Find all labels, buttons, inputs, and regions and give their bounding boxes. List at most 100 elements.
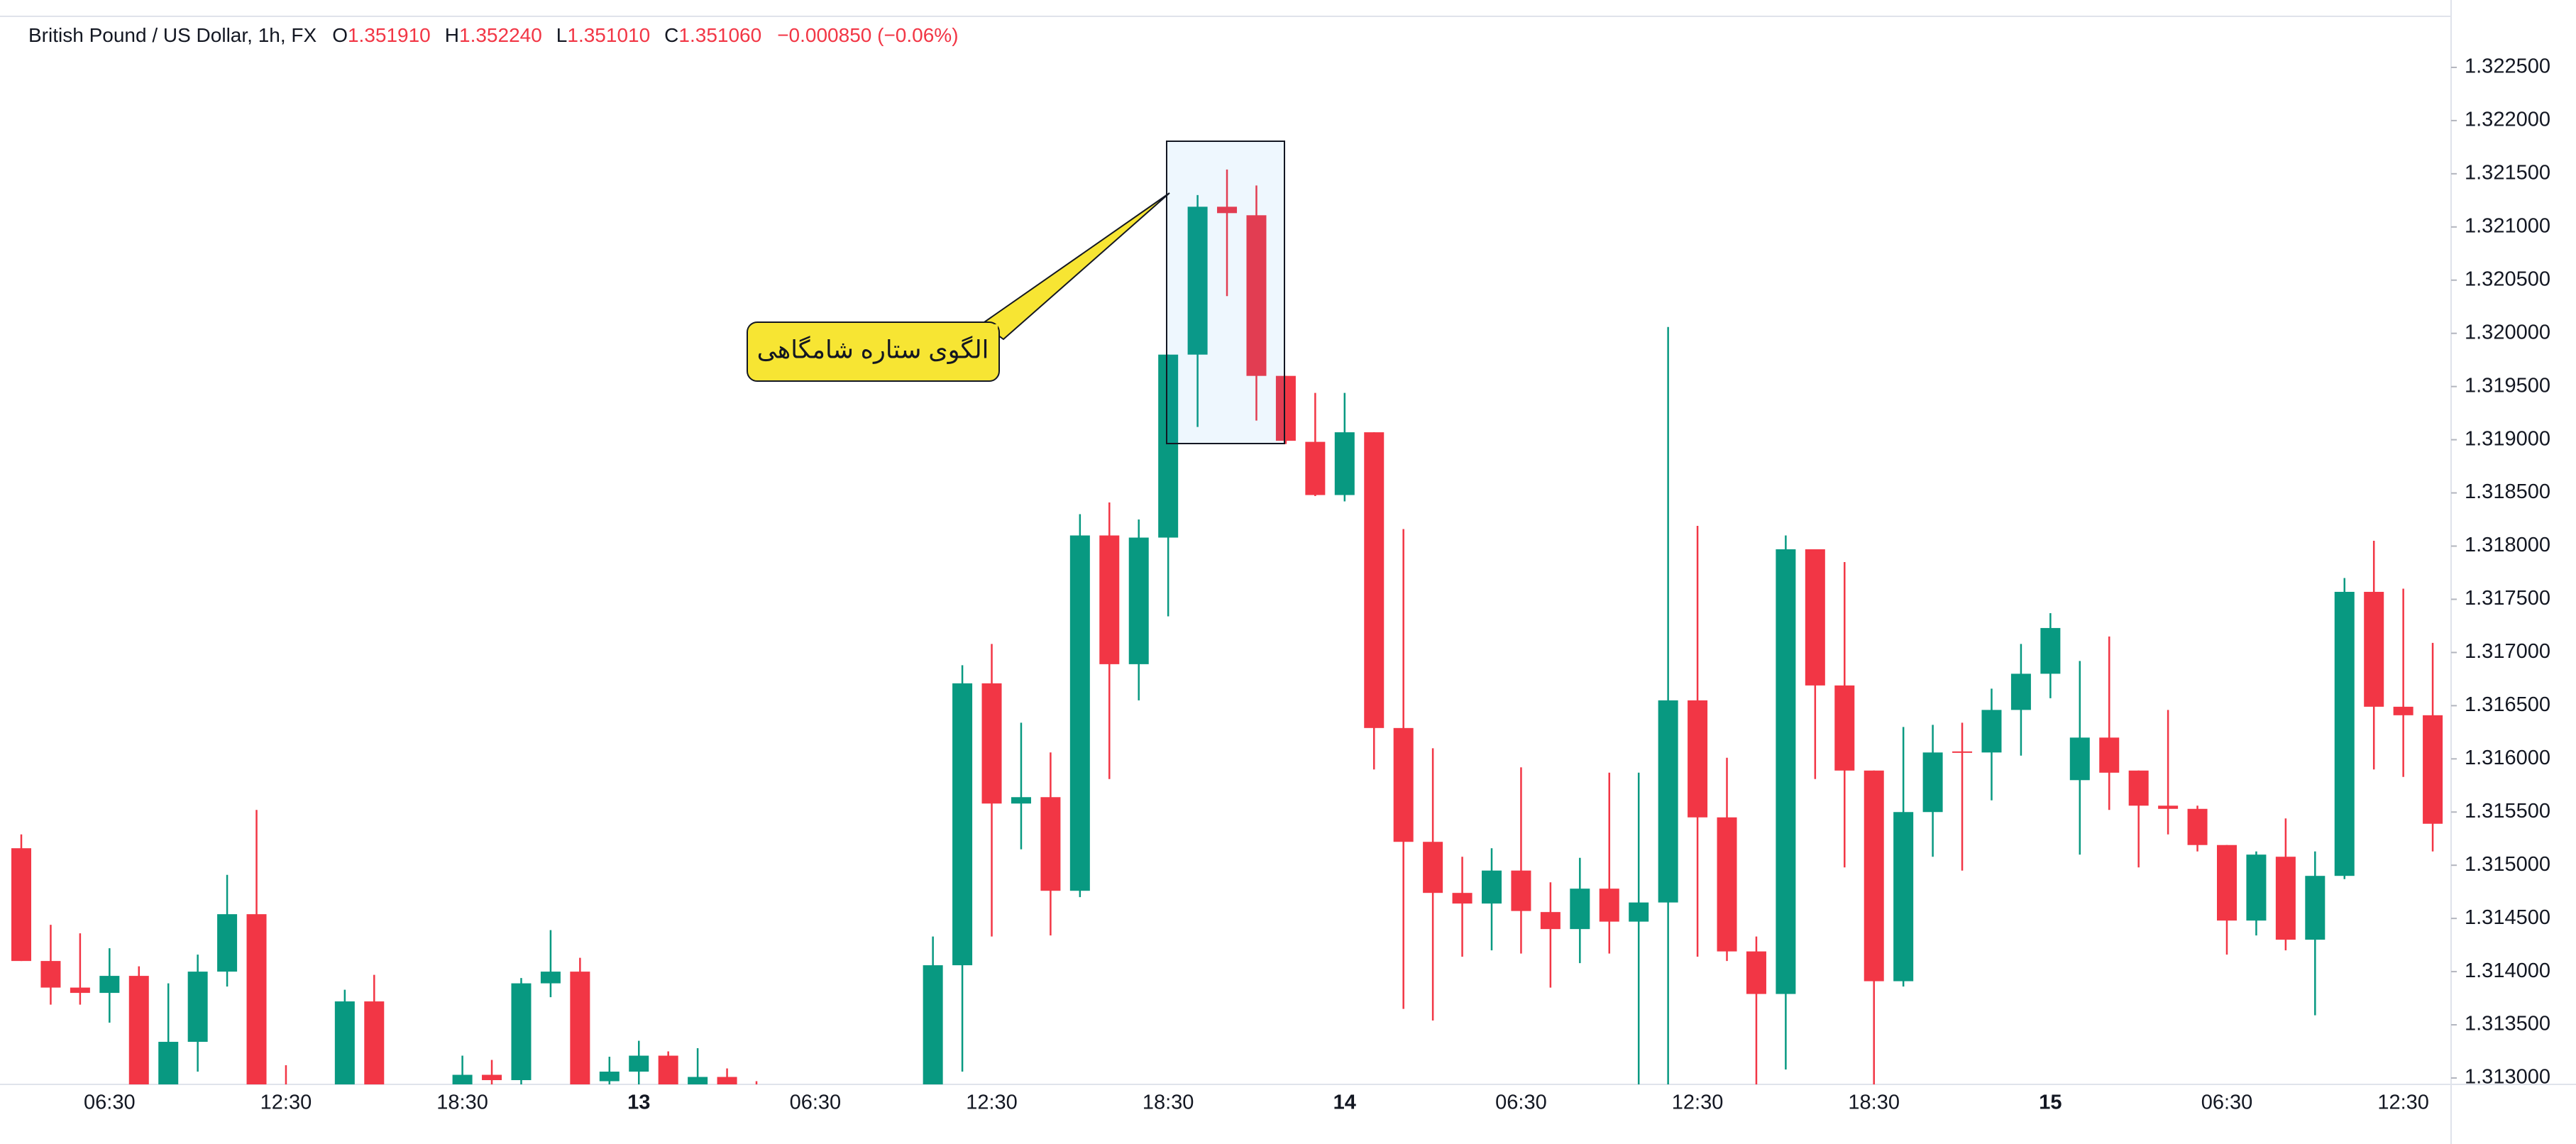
candle-body — [2069, 737, 2090, 781]
ohlc-field: H 1.352240 — [445, 24, 542, 47]
candle-body — [2305, 876, 2325, 940]
y-tick-label: 1.320000 — [2465, 321, 2550, 343]
candle-body — [1334, 432, 1355, 495]
candle-body — [1423, 842, 1443, 893]
candle-body — [1452, 893, 1473, 904]
candle-body — [1776, 549, 1796, 994]
candle-body — [923, 965, 943, 1084]
candle-body — [1864, 770, 1884, 981]
candle-body — [1305, 441, 1326, 495]
field-key: H — [444, 24, 459, 46]
y-tick-label: 1.320500 — [2465, 268, 2550, 290]
candle-body — [2099, 737, 2120, 773]
field-value: 1.351910 — [347, 24, 431, 46]
candle-body — [158, 1042, 179, 1084]
x-tick-label: 06:30 — [1495, 1091, 1547, 1114]
annotation: الگوی ستاره شامگاهی — [757, 335, 989, 364]
candle-body — [2246, 854, 2267, 921]
y-tick-label: 1.318500 — [2465, 480, 2550, 503]
candle-body — [187, 972, 208, 1043]
candle-body — [1364, 432, 1385, 728]
candle-body — [2128, 770, 2149, 806]
y-tick-label: 1.317000 — [2465, 640, 2550, 663]
y-tick-label: 1.316500 — [2465, 693, 2550, 716]
y-tick-label: 1.317500 — [2465, 587, 2550, 610]
candle-body — [1511, 870, 1531, 911]
candle-body — [1540, 912, 1561, 930]
field-value: 1.351060 — [678, 24, 762, 46]
ohlc-field: O 1.351910 — [332, 24, 431, 47]
candle-body — [952, 683, 973, 966]
candle-body — [1834, 685, 1855, 771]
y-tick-label: 1.314000 — [2465, 959, 2550, 982]
candle-body — [99, 976, 120, 994]
field-value: 1.352240 — [459, 24, 542, 46]
candle-body — [1893, 812, 1914, 981]
candle-body — [717, 1077, 737, 1084]
candle-body — [2010, 673, 2031, 710]
candle-body — [1246, 215, 1267, 376]
candle-body — [1275, 375, 1296, 441]
candle-body — [217, 914, 238, 972]
y-tick-label: 1.322000 — [2465, 109, 2550, 131]
candle-body — [688, 1077, 708, 1084]
candle-body — [2334, 591, 2355, 876]
ohlc-field: L 1.351010 — [556, 24, 650, 47]
candle-body — [1217, 207, 1238, 214]
candle-body — [599, 1072, 620, 1082]
x-tick-label: 12:30 — [1672, 1091, 1724, 1114]
candle-body — [128, 976, 149, 1084]
candle-body — [629, 1055, 649, 1072]
candle-body — [1393, 727, 1414, 842]
candle-body — [1952, 751, 1973, 753]
candle-body — [2040, 627, 2061, 674]
candle-body — [1981, 710, 2002, 753]
symbol-title: British Pound / US Dollar, 1h, FX — [28, 24, 317, 46]
callout-joint — [984, 324, 998, 334]
candle-body — [1658, 700, 1678, 903]
ohlc-fields: O 1.351910 H 1.352240 L 1.351010 C 1.351060 — [332, 24, 761, 47]
candle-body — [1570, 889, 1590, 930]
price-change: −0.000850 (−0.06%) — [777, 24, 959, 46]
y-tick-label: 1.322500 — [2465, 55, 2550, 78]
candle-body — [511, 983, 532, 1081]
candle-body — [334, 1001, 355, 1084]
candle-body — [981, 683, 1002, 804]
y-tick-label: 1.314500 — [2465, 906, 2550, 929]
candle-body — [11, 848, 31, 962]
x-tick-label: 13 — [627, 1091, 650, 1114]
candle-body — [2158, 805, 2179, 809]
candle-body — [1069, 535, 1090, 891]
y-tick-label: 1.316000 — [2465, 747, 2550, 769]
y-tick-label: 1.321000 — [2465, 214, 2550, 237]
candle-body — [1629, 902, 1649, 922]
y-tick-label: 1.318000 — [2465, 534, 2550, 556]
candle-body — [364, 1001, 385, 1084]
x-tick-label: 18:30 — [1848, 1091, 1900, 1114]
y-tick-label: 1.315000 — [2465, 853, 2550, 876]
field-key: C — [664, 24, 679, 46]
candle-body — [2364, 591, 2384, 707]
y-tick-label: 1.313500 — [2465, 1013, 2550, 1035]
x-tick-label: 18:30 — [436, 1091, 488, 1114]
candle-body — [1128, 537, 1149, 664]
candle-body — [658, 1055, 678, 1084]
candle-body — [452, 1074, 473, 1084]
highlight-box — [1166, 141, 1285, 444]
candle-body — [40, 961, 61, 988]
candle-body — [1187, 207, 1208, 355]
y-tick-label: 1.319000 — [2465, 427, 2550, 450]
candles — [11, 169, 2443, 1084]
candle-body — [1482, 870, 1502, 904]
candle-body — [1158, 354, 1179, 538]
field-value: 1.351010 — [567, 24, 651, 46]
y-tick-label: 1.321500 — [2465, 162, 2550, 185]
candle-body — [246, 914, 267, 1084]
x-tick-label: 18:30 — [1143, 1091, 1194, 1114]
candle-body — [1746, 951, 1766, 994]
x-tick-label: 12:30 — [2377, 1091, 2429, 1114]
candle-body — [1805, 549, 1825, 686]
